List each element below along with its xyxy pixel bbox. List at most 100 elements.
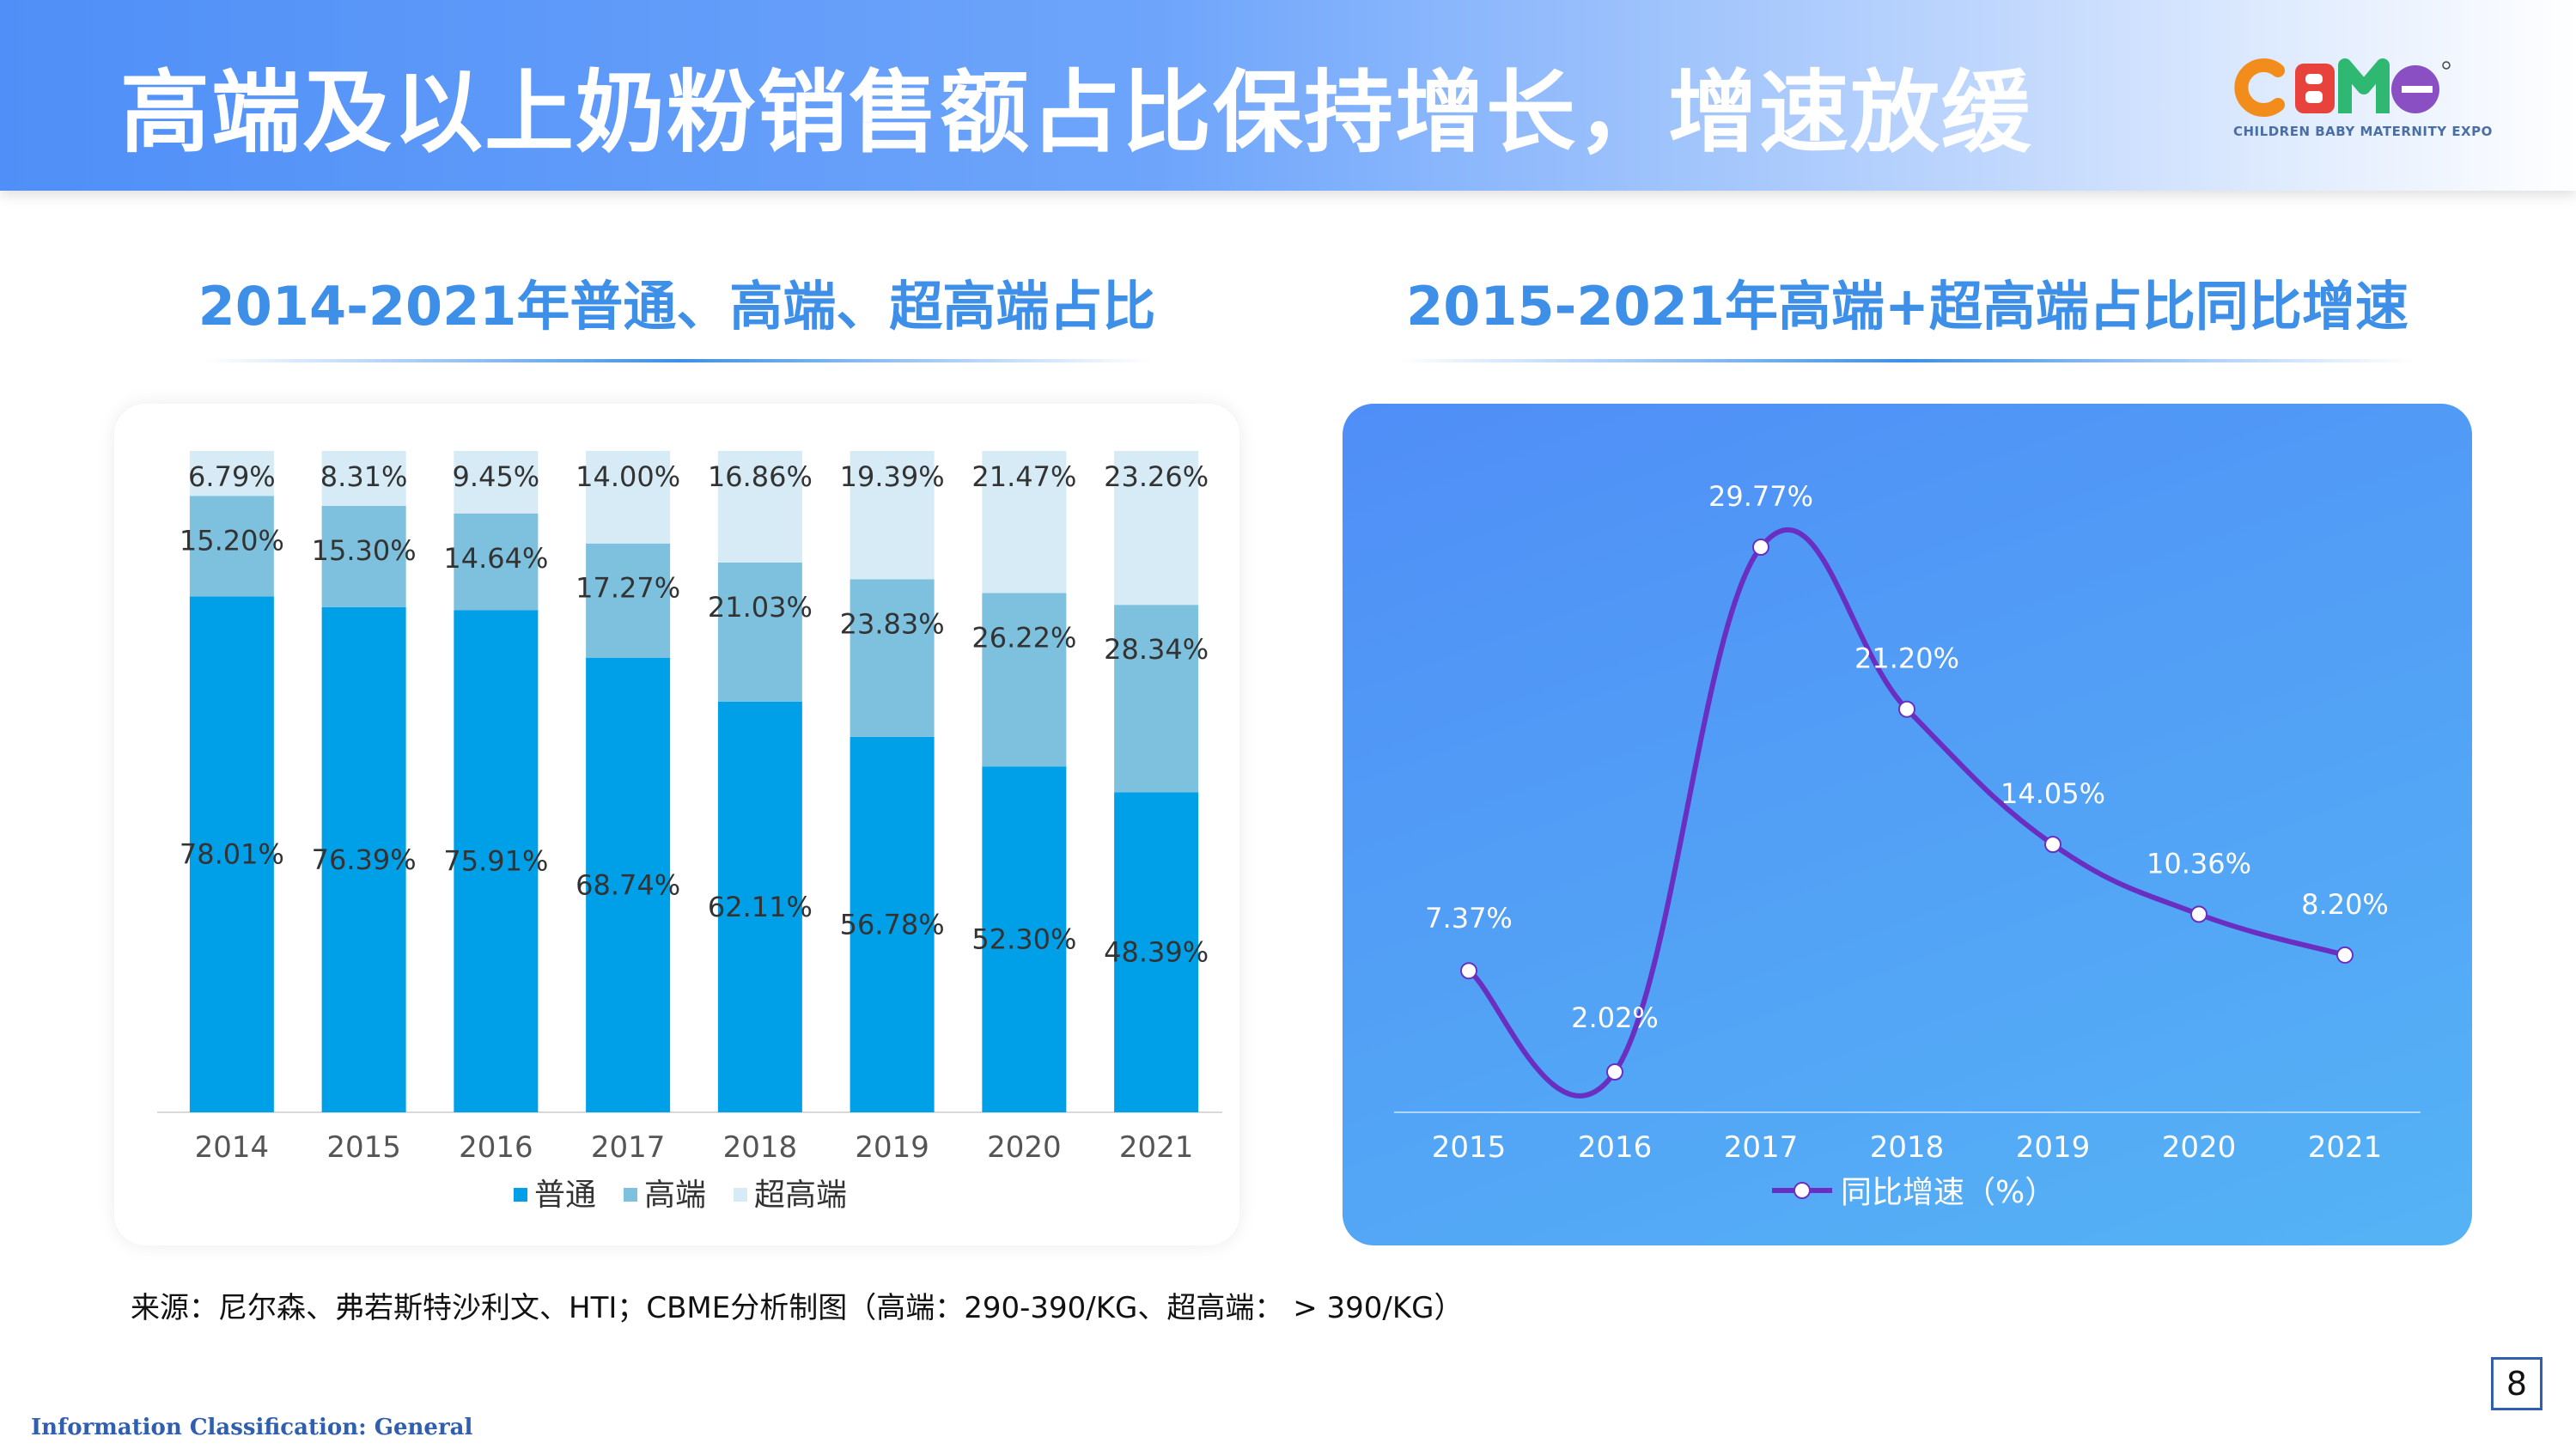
- bar-data-label: 78.01%: [180, 838, 284, 871]
- bar-segment: [1114, 605, 1199, 793]
- growth-line-panel: 7.37% 2.02% 29.77% 21.20% 14.05% 10.36% 8.20% 2…: [1343, 404, 2472, 1245]
- cbme-logo: CHILDREN BABY MATERNITY EXPO: [2233, 53, 2493, 148]
- bar-data-label: 19.39%: [840, 460, 945, 493]
- line-x-tick-label: 2020: [2162, 1130, 2237, 1165]
- bar-segment: [454, 513, 539, 611]
- bar-legend-swatch: [624, 1188, 637, 1202]
- bar-data-label: 23.83%: [840, 607, 945, 640]
- bar-data-label: 15.20%: [180, 524, 284, 557]
- stacked-bar-chart: 78.01% 15.20% 6.79% 2014 76.39% 15.30% 8.31% 20…: [157, 450, 1222, 1213]
- bar-x-tick-label: 2018: [723, 1130, 798, 1165]
- bar-data-label: 28.34%: [1104, 633, 1209, 666]
- bar-data-label: 76.39%: [312, 843, 417, 876]
- bar-legend-label: 超高端: [754, 1178, 847, 1213]
- classification-label: Information Classification: General: [31, 1415, 473, 1440]
- bar-legend-label: 高端: [644, 1178, 706, 1213]
- bar-legend-swatch: [514, 1188, 527, 1202]
- right-chart-title: 2015-2021年高端+超高端占比同比增速: [1406, 275, 2409, 338]
- header-banner: 高端及以上奶粉销售额占比保持增长，增速放缓 CHILDREN BABY MATE…: [0, 0, 2576, 191]
- bar-segment: [586, 450, 671, 544]
- bar-legend-swatch: [734, 1188, 747, 1202]
- growth-point: [2044, 836, 2061, 854]
- bar-data-label: 14.00%: [575, 460, 680, 493]
- bar-segment: [189, 496, 274, 597]
- stacked-bar-panel: 78.01% 15.20% 6.79% 2014 76.39% 15.30% 8.31% 20…: [114, 404, 1239, 1245]
- bar-x-tick-label: 2015: [326, 1130, 401, 1165]
- growth-line-chart: 7.37% 2.02% 29.77% 21.20% 14.05% 10.36% 8.20% 2…: [1394, 480, 2421, 1210]
- bar-segment: [321, 606, 406, 1112]
- bar-x-tick-label: 2017: [591, 1130, 666, 1165]
- bar-x-tick-label: 2021: [1119, 1130, 1194, 1165]
- bar-segment: [321, 505, 406, 607]
- bar-segment: [454, 610, 539, 1112]
- growth-point: [1752, 539, 1769, 556]
- bar-segment: [717, 451, 802, 563]
- bar-segment: [717, 701, 802, 1112]
- bar-data-label: 56.78%: [840, 908, 945, 941]
- growth-data-label: 21.20%: [1854, 642, 1959, 675]
- line-legend-label: 同比增速（%）: [1841, 1175, 2055, 1210]
- line-x-tick-label: 2017: [1724, 1130, 1799, 1165]
- line-x-tick-label: 2018: [1870, 1130, 1945, 1165]
- bar-data-label: 14.64%: [443, 542, 548, 575]
- bar-segment: [1114, 792, 1199, 1112]
- bar-x-tick-label: 2020: [987, 1130, 1062, 1165]
- bar-segment: [189, 596, 274, 1112]
- growth-data-label: 2.02%: [1571, 1002, 1659, 1034]
- bar-segment: [850, 579, 935, 737]
- growth-data-label: 29.77%: [1708, 480, 1813, 513]
- bar-data-label: 17.27%: [575, 572, 680, 605]
- bar-data-label: 6.79%: [188, 460, 276, 493]
- bar-segment: [586, 543, 671, 658]
- bar-x-tick-label: 2016: [459, 1130, 533, 1165]
- left-chart-title: 2014-2021年普通、高端、超高端占比: [198, 275, 1156, 338]
- bar-data-label: 52.30%: [971, 923, 1076, 956]
- bar-segment: [982, 451, 1067, 594]
- left-title-underline: [206, 359, 1151, 362]
- bar-data-label: 68.74%: [575, 868, 680, 901]
- bar-data-label: 15.30%: [312, 534, 417, 567]
- bar-segment: [850, 451, 935, 580]
- line-x-tick-label: 2021: [2308, 1130, 2383, 1165]
- growth-data-label: 8.20%: [2301, 888, 2389, 921]
- bar-data-label: 21.03%: [708, 591, 813, 624]
- line-x-tick-label: 2015: [1432, 1130, 1507, 1165]
- growth-data-label: 14.05%: [2001, 777, 2105, 810]
- bar-data-label: 8.31%: [320, 460, 408, 493]
- bar-data-label: 21.47%: [971, 460, 1076, 493]
- line-legend-marker: [1793, 1182, 1811, 1199]
- page-title: 高端及以上奶粉销售额占比保持增长，增速放缓: [120, 60, 2033, 165]
- page-number: 8: [2491, 1357, 2543, 1410]
- bar-x-tick-label: 2014: [195, 1130, 270, 1165]
- source-note: 来源：尼尔森、弗若斯特沙利文、HTI；CBME分析制图（高端：290-390/K…: [131, 1291, 1464, 1325]
- growth-point: [2190, 905, 2208, 923]
- bar-data-label: 16.86%: [708, 460, 813, 493]
- bar-segment: [717, 562, 802, 702]
- growth-data-label: 7.37%: [1425, 902, 1513, 935]
- bar-segment: [189, 451, 274, 496]
- bar-data-label: 48.39%: [1104, 936, 1209, 969]
- bar-data-label: 75.91%: [443, 845, 548, 878]
- logo-subtitle: CHILDREN BABY MATERNITY EXPO: [2233, 124, 2493, 139]
- bar-segment: [850, 736, 935, 1112]
- line-x-tick-label: 2016: [1578, 1130, 1653, 1165]
- growth-data-label: 10.36%: [2147, 847, 2251, 880]
- bar-x-tick-label: 2019: [855, 1130, 929, 1165]
- bar-data-label: 23.26%: [1104, 460, 1209, 493]
- bar-legend-label: 普通: [534, 1178, 596, 1213]
- cbme-logo-icon: [2234, 58, 2451, 117]
- growth-point: [1898, 700, 1915, 718]
- growth-point: [1606, 1063, 1623, 1081]
- growth-point: [1460, 962, 1477, 980]
- bar-segment: [454, 451, 539, 514]
- bar-segment: [321, 451, 406, 506]
- growth-point: [2336, 946, 2354, 964]
- right-title-underline: [1400, 359, 2414, 362]
- bar-segment: [586, 657, 671, 1112]
- bar-data-label: 62.11%: [708, 891, 813, 923]
- line-x-tick-label: 2019: [2016, 1130, 2091, 1165]
- bar-segment: [982, 593, 1067, 767]
- bar-segment: [1114, 451, 1199, 606]
- bar-data-label: 9.45%: [453, 460, 540, 493]
- bar-segment: [982, 766, 1067, 1112]
